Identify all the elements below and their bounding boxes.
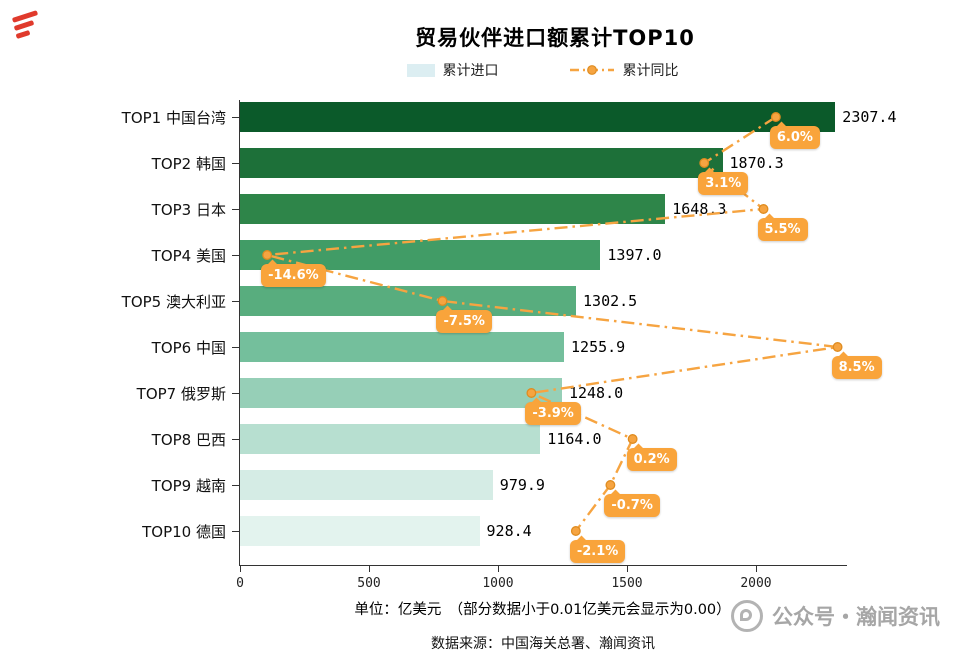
y-tick xyxy=(232,117,239,118)
yoy-point xyxy=(262,250,273,260)
x-tick xyxy=(368,566,370,572)
yoy-label: 8.5% xyxy=(831,356,882,379)
unit-note: 单位：亿美元 （部分数据小于0.01亿美元会显示为0.00） xyxy=(354,602,731,618)
yoy-line-layer xyxy=(262,112,843,536)
yoy-point xyxy=(437,296,448,306)
x-tick xyxy=(497,566,499,572)
yoy-point xyxy=(526,388,537,398)
yoy-point xyxy=(570,526,581,536)
yoy-label: 3.1% xyxy=(698,172,749,195)
category-label: TOP8 巴西 xyxy=(151,431,226,449)
bar-legend-swatch xyxy=(406,63,435,77)
bar xyxy=(240,378,562,408)
value-label: 1248.0 xyxy=(568,384,624,402)
category-label: TOP6 中国 xyxy=(151,339,226,357)
value-label: 1302.5 xyxy=(583,292,638,310)
chart-title: 贸易伙伴进口额累计TOP10 xyxy=(415,26,695,50)
bar xyxy=(240,516,480,546)
yoy-point xyxy=(770,112,781,122)
category-label: TOP4 美国 xyxy=(151,247,226,265)
watermark-logo-icon xyxy=(731,600,763,632)
y-tick xyxy=(232,393,239,394)
yoy-label: -7.5% xyxy=(436,310,492,333)
yoy-point xyxy=(627,434,638,444)
category-label: TOP7 俄罗斯 xyxy=(136,385,226,403)
value-label: 928.4 xyxy=(486,522,532,540)
yoy-point xyxy=(758,204,769,214)
x-tick xyxy=(626,566,628,572)
y-tick xyxy=(232,301,239,302)
value-label: 1870.3 xyxy=(729,154,784,172)
x-tick xyxy=(755,566,757,572)
brand-logo-stroke xyxy=(11,10,39,23)
category-label: TOP1 中国台湾 xyxy=(121,109,226,127)
yoy-label: 0.2% xyxy=(626,448,677,471)
yoy-label: 5.5% xyxy=(757,218,808,241)
legend-item-yoy: 累计同比 xyxy=(569,60,679,80)
bar-legend-label: 累计进口 xyxy=(442,63,499,79)
bar xyxy=(240,194,666,224)
yoy-label: -2.1% xyxy=(569,540,626,563)
watermark-text: 公众号・瀚闻资讯 xyxy=(772,605,940,629)
y-tick xyxy=(232,439,239,440)
bar-chart: TOP1 中国台湾 2307.4 TOP2 韩国 1870.3 TOP3 日本 1648.… xyxy=(122,100,896,591)
x-tick-label: 1000 xyxy=(482,576,514,591)
yoy-label: 6.0% xyxy=(769,126,820,149)
yoy-point xyxy=(699,158,710,168)
x-tick-label: 1500 xyxy=(611,576,643,591)
category-label: TOP3 日本 xyxy=(151,201,226,219)
y-tick xyxy=(232,347,239,348)
line-legend-icon xyxy=(569,65,614,75)
yoy-label: -3.9% xyxy=(525,402,581,425)
value-label: 979.9 xyxy=(499,476,545,494)
value-label: 2307.4 xyxy=(842,108,897,126)
value-label: 1397.0 xyxy=(607,246,662,264)
bar xyxy=(240,102,836,132)
category-label: TOP5 澳大利亚 xyxy=(121,293,226,311)
legend-item-imports: 累计进口 xyxy=(406,60,499,80)
y-tick xyxy=(232,209,239,210)
y-tick xyxy=(232,163,239,164)
bar xyxy=(240,470,493,500)
bar xyxy=(240,424,541,454)
y-axis-line xyxy=(239,100,240,566)
yoy-label: -0.7% xyxy=(604,494,660,517)
yoy-point xyxy=(605,480,616,490)
value-label: 1255.9 xyxy=(571,338,626,356)
y-tick xyxy=(232,255,239,256)
yoy-point xyxy=(832,342,843,352)
line-legend-label: 累计同比 xyxy=(622,63,679,79)
category-label: TOP2 韩国 xyxy=(151,155,226,173)
value-label: 1164.0 xyxy=(547,430,602,448)
x-tick xyxy=(240,566,241,572)
yoy-line xyxy=(266,115,838,532)
legend: 累计进口 累计同比 xyxy=(240,60,845,80)
yoy-label: -14.6% xyxy=(261,264,326,287)
y-tick xyxy=(232,531,239,532)
category-label: TOP10 德国 xyxy=(142,523,226,541)
brand-logo-stroke xyxy=(15,29,31,40)
x-tick-label: 0 xyxy=(236,576,244,591)
bar xyxy=(240,332,565,362)
bar xyxy=(240,148,723,178)
x-axis-line xyxy=(239,565,847,566)
source-note: 数据来源：中国海关总署、瀚闻资讯 xyxy=(431,636,655,652)
x-tick-label: 2000 xyxy=(740,576,772,591)
category-label: TOP9 越南 xyxy=(151,477,226,495)
brand-logo-icon xyxy=(10,10,44,44)
y-tick xyxy=(232,485,239,486)
x-tick-label: 500 xyxy=(357,576,381,591)
watermark: 公众号・瀚闻资讯 xyxy=(727,598,944,634)
